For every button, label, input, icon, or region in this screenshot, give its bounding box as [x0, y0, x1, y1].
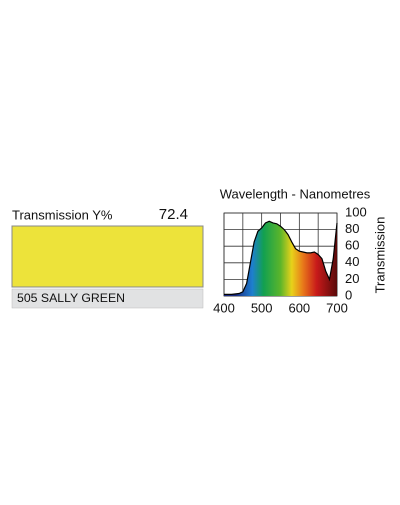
y-tick-label: 0: [345, 287, 352, 302]
x-tick-label: 400: [213, 300, 235, 315]
name-box: [11, 288, 204, 309]
color-swatch: [11, 225, 204, 288]
spectrum-area: [224, 221, 337, 296]
chart-title: Wavelength - Nanometres: [220, 186, 371, 201]
y-tick-label: 100: [345, 204, 367, 219]
y-tick-label: 80: [345, 221, 359, 236]
transmission-value: 72.4: [159, 206, 188, 223]
transmission-label: Transmission Y%: [12, 207, 113, 222]
y-tick-label: 40: [345, 254, 359, 269]
filter-name: 505 SALLY GREEN: [17, 291, 125, 305]
x-tick-label: 700: [326, 300, 348, 315]
y-tick-label: 60: [345, 238, 359, 253]
x-tick-label: 600: [288, 300, 310, 315]
y-tick-label: 20: [345, 271, 359, 286]
x-tick-label: 500: [251, 300, 273, 315]
y-axis-label: Transmission: [372, 217, 387, 294]
transmission-line: [224, 220, 338, 295]
